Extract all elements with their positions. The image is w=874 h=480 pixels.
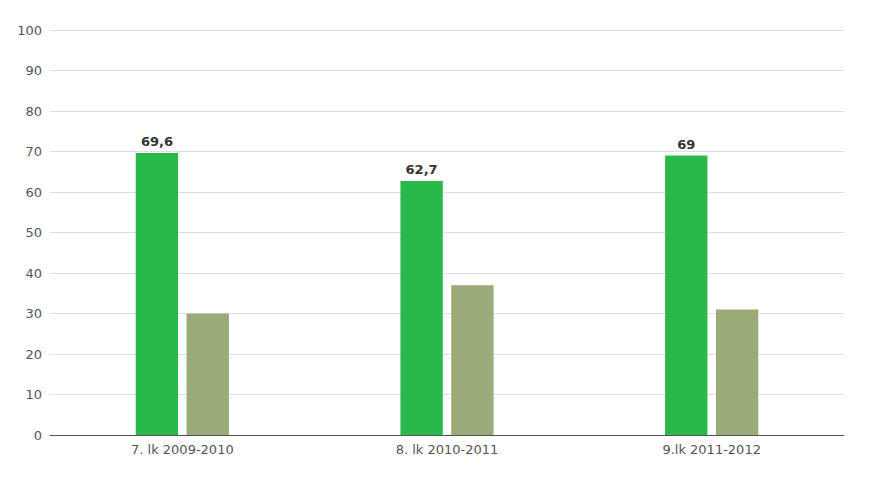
svg-text:69: 69 (677, 137, 695, 152)
svg-text:30: 30 (25, 306, 42, 321)
svg-text:40: 40 (25, 266, 42, 281)
svg-text:20: 20 (25, 347, 42, 362)
svg-text:60: 60 (25, 185, 42, 200)
svg-text:8. lk 2010-2011: 8. lk 2010-2011 (396, 442, 499, 457)
svg-text:50: 50 (25, 225, 42, 240)
svg-text:90: 90 (25, 63, 42, 78)
svg-text:7. lk 2009-2010: 7. lk 2009-2010 (131, 442, 234, 457)
svg-text:0: 0 (34, 428, 42, 443)
svg-text:62,7: 62,7 (406, 162, 438, 177)
svg-text:69,6: 69,6 (141, 134, 173, 149)
svg-text:9.lk 2011-2012: 9.lk 2011-2012 (662, 442, 761, 457)
svg-text:80: 80 (25, 104, 42, 119)
svg-text:70: 70 (25, 144, 42, 159)
svg-text:10: 10 (25, 387, 42, 402)
svg-text:100: 100 (17, 23, 42, 38)
